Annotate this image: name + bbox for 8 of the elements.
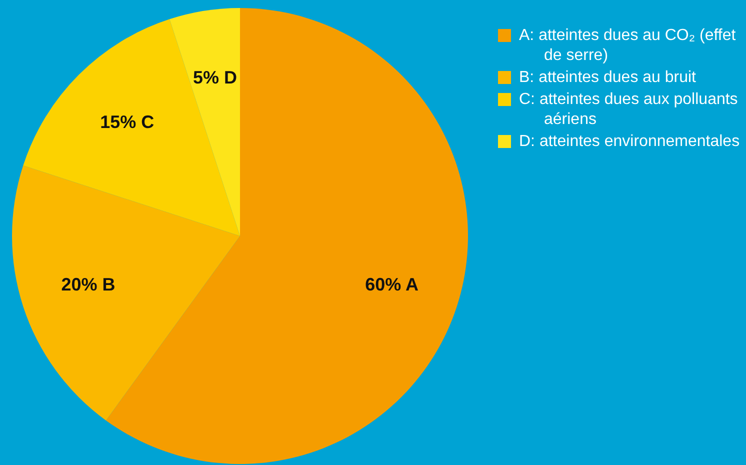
data-label: 5% D — [193, 67, 238, 88]
data-label: 20% B — [61, 274, 116, 294]
legend-label: D: atteintes environnementales — [519, 132, 740, 152]
legend-label: A: atteintes dues au CO₂ (effet de serre) — [519, 26, 737, 66]
data-label: 15% C — [100, 112, 154, 132]
data-label: 60% A — [365, 274, 418, 294]
legend-label: C: atteintes dues aux polluants aériens — [519, 90, 739, 130]
legend-label: B: atteintes dues au bruit — [519, 68, 696, 88]
